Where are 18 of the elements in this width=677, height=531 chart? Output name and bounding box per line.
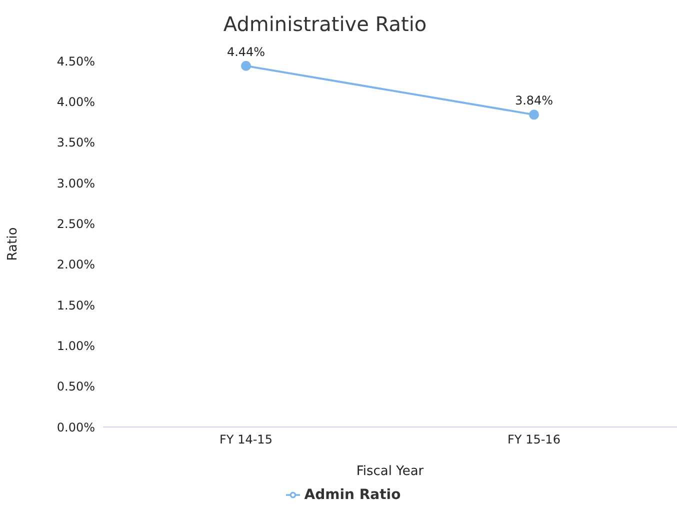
- y-axis-title: Ratio: [6, 227, 21, 261]
- chart-title: Administrative Ratio: [222, 12, 428, 36]
- y-tick-label: 0.50%: [56, 380, 95, 394]
- y-tick-label: 3.50%: [56, 136, 95, 150]
- legend-label: Admin Ratio: [304, 487, 401, 503]
- x-tick-label: FY 14-15: [220, 432, 272, 447]
- x-axis-title: Fiscal Year: [356, 464, 424, 479]
- x-tick-label: FY 15-16: [508, 432, 560, 447]
- y-tick-label: 1.00%: [56, 338, 95, 353]
- y-tick-label: 2.00%: [56, 258, 95, 272]
- y-tick-label: 0.00%: [56, 420, 95, 434]
- y-tick-label: 4.50%: [56, 54, 95, 68]
- y-tick-label: 2.50%: [56, 216, 95, 231]
- y-tick-label: 1.50%: [56, 298, 95, 312]
- data-label: 4.44%: [226, 44, 266, 59]
- y-tick-label: 4.00%: [56, 94, 95, 109]
- y-tick-label: 3.00%: [56, 176, 95, 190]
- data-label: 3.84%: [514, 94, 554, 108]
